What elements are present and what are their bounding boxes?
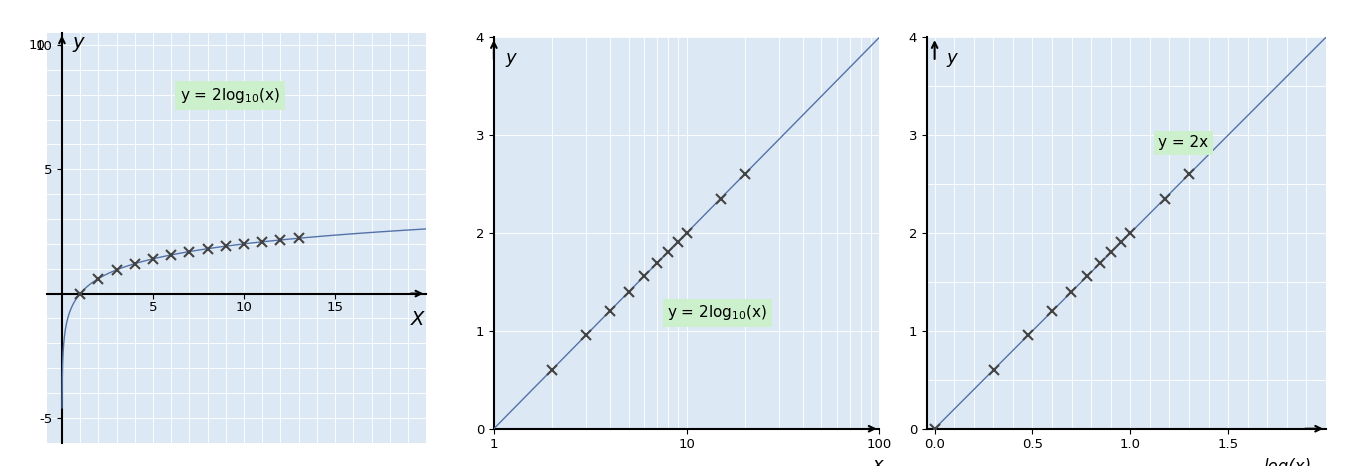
Text: y: y <box>506 49 517 67</box>
Text: log(x): log(x) <box>1264 458 1311 466</box>
Text: y: y <box>73 33 84 52</box>
Text: X: X <box>410 310 423 329</box>
Text: y = 2x: y = 2x <box>1158 135 1208 150</box>
Text: x: x <box>873 456 884 466</box>
Text: y = 2log$_{10}$(x): y = 2log$_{10}$(x) <box>667 303 767 322</box>
Text: y: y <box>946 49 957 67</box>
Text: 10: 10 <box>28 39 46 52</box>
Text: y = 2log$_{10}$(x): y = 2log$_{10}$(x) <box>180 86 280 105</box>
